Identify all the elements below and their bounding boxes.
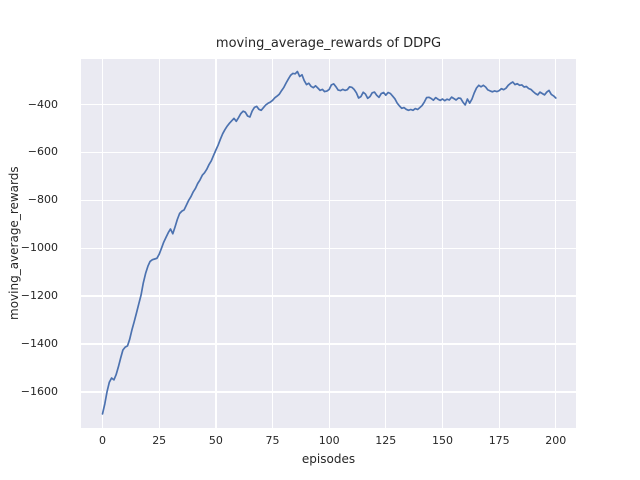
y-tick-label: −800	[27, 193, 58, 207]
y-tick-label: −1400	[20, 337, 58, 350]
gridline-vertical	[215, 59, 217, 428]
y-tick-label: −1000	[20, 241, 58, 255]
y-tick-label: −1200	[20, 289, 58, 303]
y-tick-label: −1600	[20, 384, 58, 398]
gridline-vertical	[498, 59, 500, 428]
x-tick-label: 75	[265, 434, 280, 447]
y-tick-label: −400	[27, 97, 58, 111]
gridline-vertical	[158, 59, 160, 428]
gridline-vertical	[441, 59, 444, 428]
y-tick-label: −600	[27, 145, 58, 159]
gridline-vertical	[328, 59, 330, 428]
x-tick-label: 0	[99, 434, 106, 447]
ddpg-reward-line	[101, 70, 557, 415]
x-tick-label: 125	[375, 434, 397, 447]
x-tick-label: 200	[545, 434, 567, 447]
chart-title: moving_average_rewards of DDPG	[215, 36, 442, 51]
plot-area	[81, 59, 576, 428]
x-tick-label: 25	[152, 434, 167, 447]
x-tick-label: 150	[432, 434, 453, 447]
gridline-vertical	[385, 59, 387, 428]
gridline-vertical	[101, 59, 104, 428]
gridline-vertical	[271, 59, 274, 428]
x-tick-label: 100	[318, 434, 340, 447]
x-tick-label: 175	[488, 434, 510, 447]
x-tick-label: 50	[208, 434, 223, 447]
x-axis-label: episodes	[301, 452, 356, 466]
gridline-vertical	[555, 59, 557, 428]
series-svg	[101, 70, 557, 415]
